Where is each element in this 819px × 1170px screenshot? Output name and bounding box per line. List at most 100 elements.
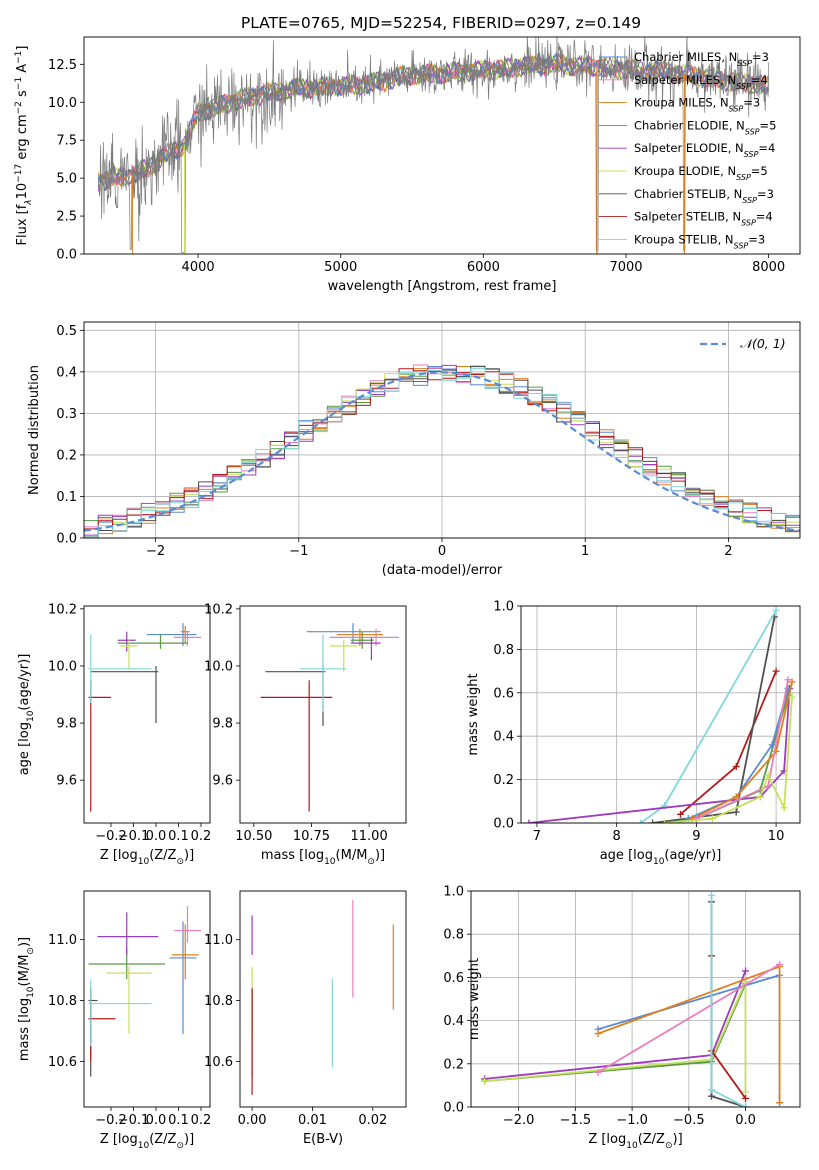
legend-label: Salpeter ELODIE, NSSP=4: [634, 141, 775, 159]
errorbar: [88, 680, 111, 812]
chart-z-massweight: −2.0 −1.5 −1.0 −0.5 0.0 0.0 0.2 0.4 0.6 0.8 1.0 Z […: [443, 885, 801, 1151]
z-massweight-ytick-label: 1.0: [443, 885, 464, 900]
z-mass-xtick-label: 0.0: [146, 1113, 167, 1128]
age-massweight-ytick-label: 0.2: [493, 773, 514, 788]
residuals-xtick-label: −2: [146, 544, 165, 559]
mass-weight-series: [708, 891, 750, 1107]
z-massweight-frame: −2.0 −1.5 −1.0 −0.5 0.0 0.0 0.2 0.4 0.6 0.8 1.0 Z […: [443, 885, 801, 1151]
errorbar: [174, 631, 201, 646]
ebv-mass-ytick-label: 10.6: [204, 1055, 233, 1070]
legend-label: Chabrier STELIB, NSSP=3: [634, 187, 774, 205]
mass-weight-series: [676, 667, 780, 818]
z-age-ytick-label: 9.8: [56, 717, 77, 732]
mass-age-xtick-label: 10.50: [235, 829, 272, 844]
mass-age-xlabel: mass [log10(M/M⊙)]: [261, 848, 385, 867]
series-marker: [708, 891, 716, 899]
series-line: [484, 983, 747, 1082]
residuals-ytick-label: 0.1: [56, 490, 77, 505]
z-age-xtick-label: 0.2: [191, 829, 212, 844]
series-marker: [788, 693, 796, 701]
chart-mass-age: 10.50 10.75 11.00 9.6 9.8 10.0 10.2 mass [log10…: [204, 602, 407, 867]
spectrum-xtick-label: 7000: [609, 260, 642, 275]
errorbar: [350, 631, 374, 649]
spectrum-legend: Chabrier MILES, NSSP=3 Salpeter MILES, NS…: [599, 50, 776, 250]
z-age-ytick-label: 10.0: [48, 659, 77, 674]
series-marker: [708, 1086, 716, 1094]
ebv-mass-xtick-label: 0.01: [298, 1113, 327, 1128]
mass-weight-series: [692, 676, 792, 823]
ebv-mass-axes-frame: [239, 890, 407, 1108]
z-mass-xtick-label: −0.2: [95, 1113, 127, 1128]
age-massweight-ytick-label: 0.0: [493, 817, 514, 832]
age-massweight-xtick-label: 8: [613, 829, 621, 844]
residuals-plot-area: [84, 364, 800, 538]
z-massweight-ytick-label: 0.2: [443, 1057, 464, 1072]
spectrum-xtick-label: 4000: [182, 260, 215, 275]
series-marker: [776, 960, 784, 968]
series-marker: [784, 676, 792, 684]
z-mass-ylabel: mass [log10(M/M⊙)]: [17, 937, 36, 1061]
residuals-xtick-label: −1: [289, 544, 308, 559]
z-mass-ytick-label: 11.0: [48, 933, 77, 948]
errorbar: [117, 631, 136, 652]
mass-weight-series: [594, 960, 784, 1076]
series-marker: [764, 782, 772, 790]
chart-residuals: −2 −1 0 1 2 0.0 0.1 0.2 0.3 0.4 0.5 (data-model)/er…: [27, 321, 801, 578]
series-marker: [788, 678, 796, 686]
age-massweight-ytick-label: 0.6: [493, 686, 514, 701]
errorbar: [171, 924, 199, 980]
errorbar: [88, 988, 116, 1062]
errorbar: [117, 634, 188, 649]
series-line: [664, 697, 793, 823]
legend-label: Kroupa STELIB, NSSP=3: [634, 232, 765, 250]
series-marker: [676, 810, 684, 818]
series-marker: [732, 808, 740, 816]
series-marker: [780, 804, 788, 812]
mass-weight-series: [525, 684, 794, 823]
z-massweight-ytick-label: 0.4: [443, 1014, 464, 1029]
spectrum-ytick-label: 0.0: [56, 248, 77, 263]
series-marker: [756, 793, 764, 801]
age-massweight-plot-area: [525, 606, 796, 823]
errorbar: [88, 979, 152, 1047]
errorbar: [147, 623, 197, 646]
residual-legend-label: 𝒩(0, 1): [740, 336, 786, 351]
z-age-xlabel: Z [log10(Z/Z⊙)]: [100, 848, 194, 867]
errorbar: [329, 640, 358, 672]
age-massweight-ylabel: mass weight: [466, 673, 481, 755]
figure-title: PLATE=0765, MJD=52254, FIBERID=0297, z=0…: [241, 14, 641, 32]
z-age-ylabel: age [log10(age/yr)]: [17, 654, 36, 776]
series-line: [710, 901, 746, 1107]
ebv-mass-xlabel: E(B-V): [303, 1132, 343, 1147]
series-marker: [742, 1088, 750, 1096]
series-marker: [594, 1030, 602, 1038]
series-marker: [649, 819, 657, 823]
z-massweight-xtick-label: −0.5: [673, 1113, 705, 1128]
mass-age-axes-frame: [239, 605, 407, 824]
age-massweight-xtick-label: 7: [533, 829, 541, 844]
series-marker: [594, 1068, 602, 1076]
series-marker: [772, 606, 780, 614]
residuals-ytick-label: 0.2: [56, 448, 77, 463]
z-age-plot-area: [88, 623, 201, 812]
errorbar: [88, 634, 152, 704]
ebv-mass-ytick-label: 10.8: [204, 994, 233, 1009]
errorbar: [265, 663, 326, 726]
series-marker: [637, 819, 645, 823]
ebv-mass-ytick-label: 11.0: [204, 933, 233, 948]
mass-age-ytick-label: 10.0: [204, 659, 233, 674]
residuals-axes-frame: [83, 321, 801, 539]
z-mass-ytick-label: 10.8: [48, 994, 77, 1009]
ebv-mass-xtick-label: 0.02: [358, 1113, 387, 1128]
z-mass-xtick-label: −0.1: [118, 1113, 150, 1128]
z-mass-xtick-label: 0.1: [168, 1113, 189, 1128]
residuals-ytick-label: 0.0: [56, 532, 77, 547]
spectrum-plot-area: [97, 37, 770, 254]
spectrum-ytick-label: 2.5: [56, 210, 77, 225]
z-massweight-ytick-label: 0.8: [443, 928, 464, 943]
spectrum-ytick-label: 12.5: [48, 58, 77, 73]
legend-label: Chabrier MILES, NSSP=3: [634, 50, 769, 68]
z-massweight-axes-frame: [470, 890, 801, 1108]
errorbar: [88, 988, 98, 1077]
